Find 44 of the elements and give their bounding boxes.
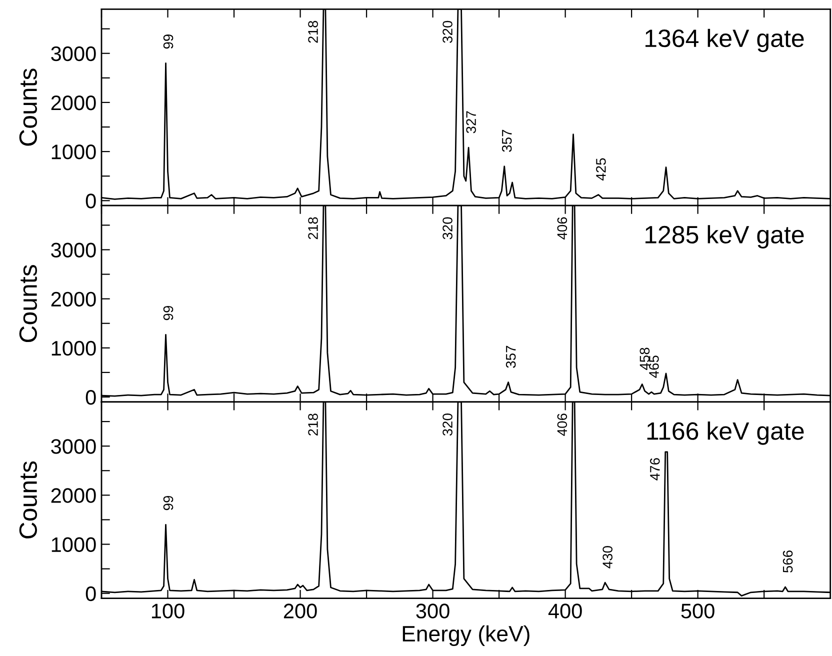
y-tick-label: 0 [86,586,96,602]
annotation: 218 [308,414,318,436]
y-axis-title: Counts [19,265,38,342]
y-tick-label: 2000 [51,292,96,307]
x-tick-label: 500 [681,604,714,618]
y-tick-label: 1000 [52,340,96,356]
annotation: 99 [163,34,174,49]
annotation: 99 [163,306,174,320]
y-tick-label: 0 [86,194,96,208]
annotation: 320 [442,217,452,240]
annotation: 476 [650,458,660,480]
text: 1285 keV gate [646,225,804,248]
y-tick-label: 2000 [51,95,96,110]
y-tick-label: 1000 [52,537,96,552]
annotation: 218 [308,20,318,43]
annotation: 425 [596,158,606,181]
x-tick-label: 200 [284,604,317,618]
annotation: 218 [308,217,318,240]
annotation: 327 [466,111,476,134]
y-tick-label: 3000 [51,46,96,62]
annotation: 406 [557,217,568,240]
x-tick-label: 400 [548,604,582,618]
annotation: 406 [557,414,568,436]
text: 1166 keV gate [647,422,804,445]
y-tick-label: 1000 [52,144,96,160]
annotation: 99 [163,496,174,510]
annotation: 566 [782,550,793,573]
y-tick-label: 3000 [51,439,96,454]
y-tick-label: 2000 [51,488,96,503]
y-axis-title: Counts [19,461,38,538]
annotation: 465 [649,356,659,378]
x-axis-title: Energy (keV) [402,625,530,646]
y-tick-label: 3000 [51,242,96,258]
x-tick-label: 300 [416,604,450,618]
text: 1364 keV gate [646,28,804,52]
annotation: 430 [602,546,612,568]
annotation: 357 [502,130,512,152]
annotation: 357 [506,346,516,368]
y-tick-label: 0 [86,390,96,405]
x-tick-label: 100 [152,604,184,618]
annotation: 320 [442,414,452,436]
annotation: 458 [640,348,650,370]
y-axis-title: Counts [19,68,38,146]
annotation: 320 [442,20,452,43]
